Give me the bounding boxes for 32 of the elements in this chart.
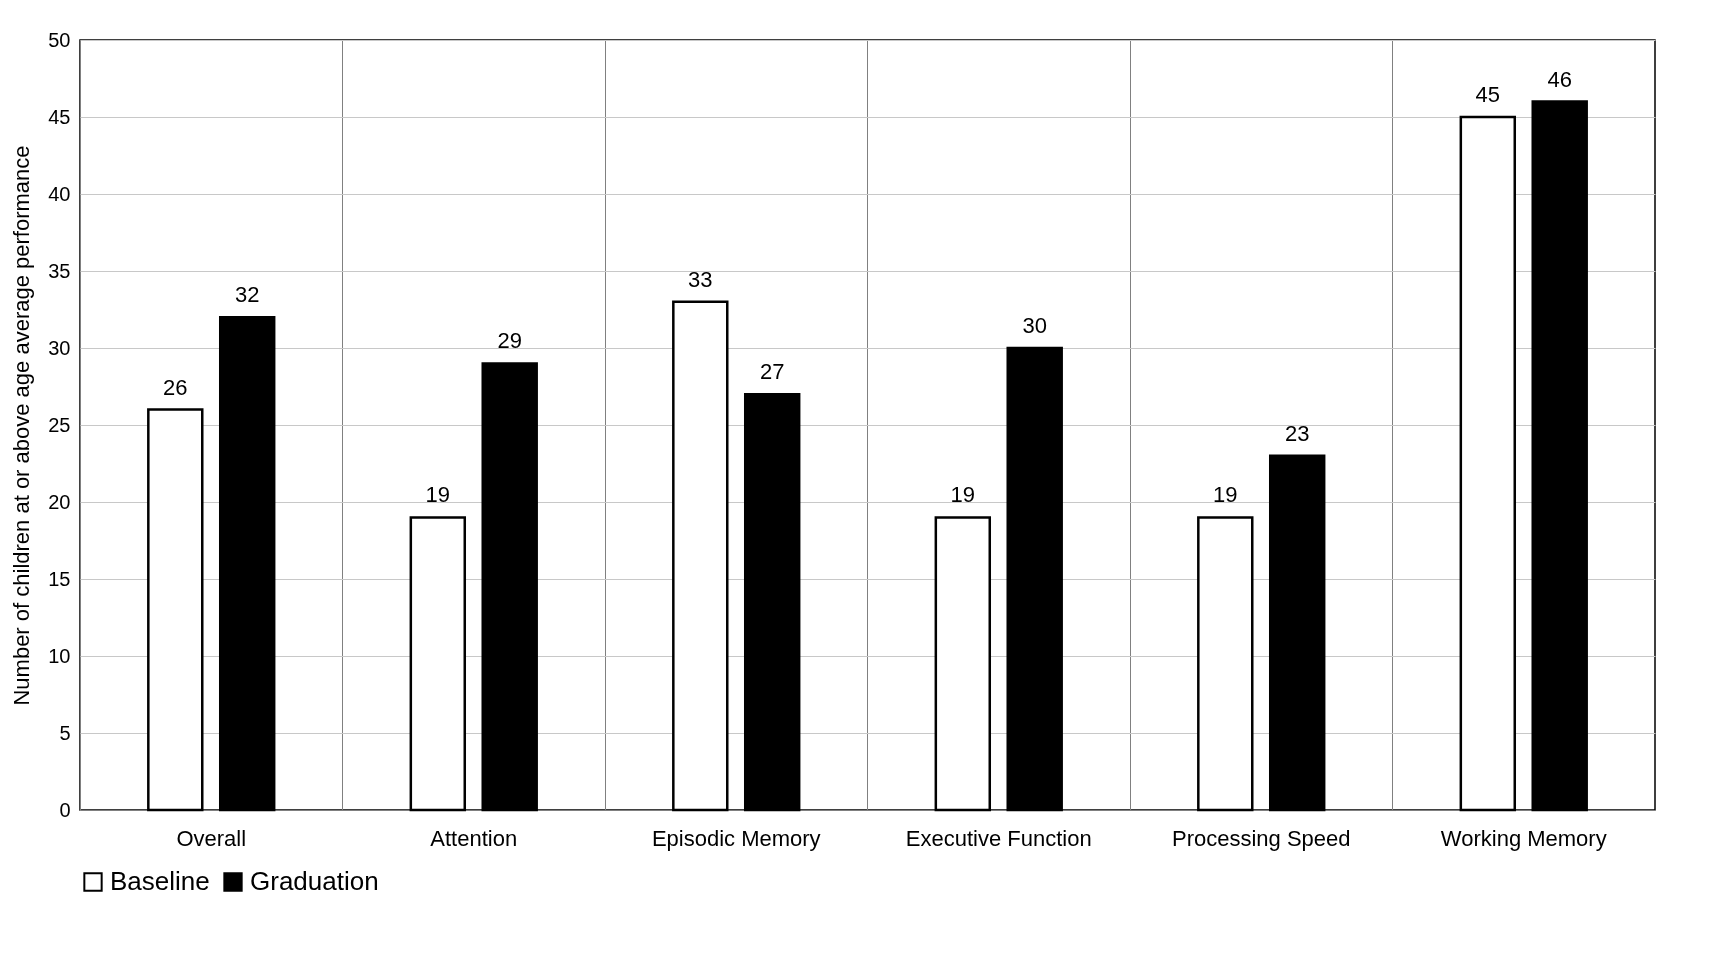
- data-label: 46: [1547, 66, 1572, 92]
- x-tick-label: Episodic Memory: [651, 825, 821, 851]
- data-label: 19: [1213, 482, 1238, 508]
- x-tick-label: Executive Function: [905, 825, 1092, 851]
- x-tick-label: Attention: [430, 825, 518, 851]
- data-label: 19: [950, 482, 976, 508]
- x-tick-label: Overall: [176, 825, 247, 851]
- data-label: 33: [688, 266, 713, 292]
- y-tick-label: 5: [59, 721, 71, 744]
- data-label: 30: [1022, 313, 1047, 338]
- y-tick-label: 25: [48, 413, 71, 436]
- y-tick-label: 15: [48, 567, 71, 590]
- y-tick-label: 0: [59, 798, 71, 821]
- y-tick-label: 45: [48, 105, 71, 128]
- data-label: 29: [497, 328, 522, 354]
- y-tick-label: 50: [48, 28, 71, 51]
- x-tick-label: Working Memory: [1440, 825, 1607, 851]
- y-tick-label: 10: [48, 644, 71, 667]
- y-tick-label: 30: [48, 336, 71, 359]
- data-label: 19: [425, 482, 451, 508]
- y-axis-title: Number of children at or above age average performance: [9, 145, 35, 706]
- y-tick-label: 40: [48, 182, 71, 205]
- y-tick-label: 35: [48, 259, 71, 282]
- y-tick-label: 20: [48, 490, 71, 513]
- legend-label: Graduation: [250, 866, 379, 896]
- data-label: 26: [163, 374, 188, 400]
- data-label: 32: [234, 282, 260, 308]
- legend-label: Baseline: [110, 866, 210, 896]
- data-label: 23: [1284, 420, 1310, 446]
- x-tick-label: Processing Speed: [1171, 825, 1351, 851]
- data-label: 27: [759, 359, 785, 385]
- data-label: 45: [1475, 82, 1501, 107]
